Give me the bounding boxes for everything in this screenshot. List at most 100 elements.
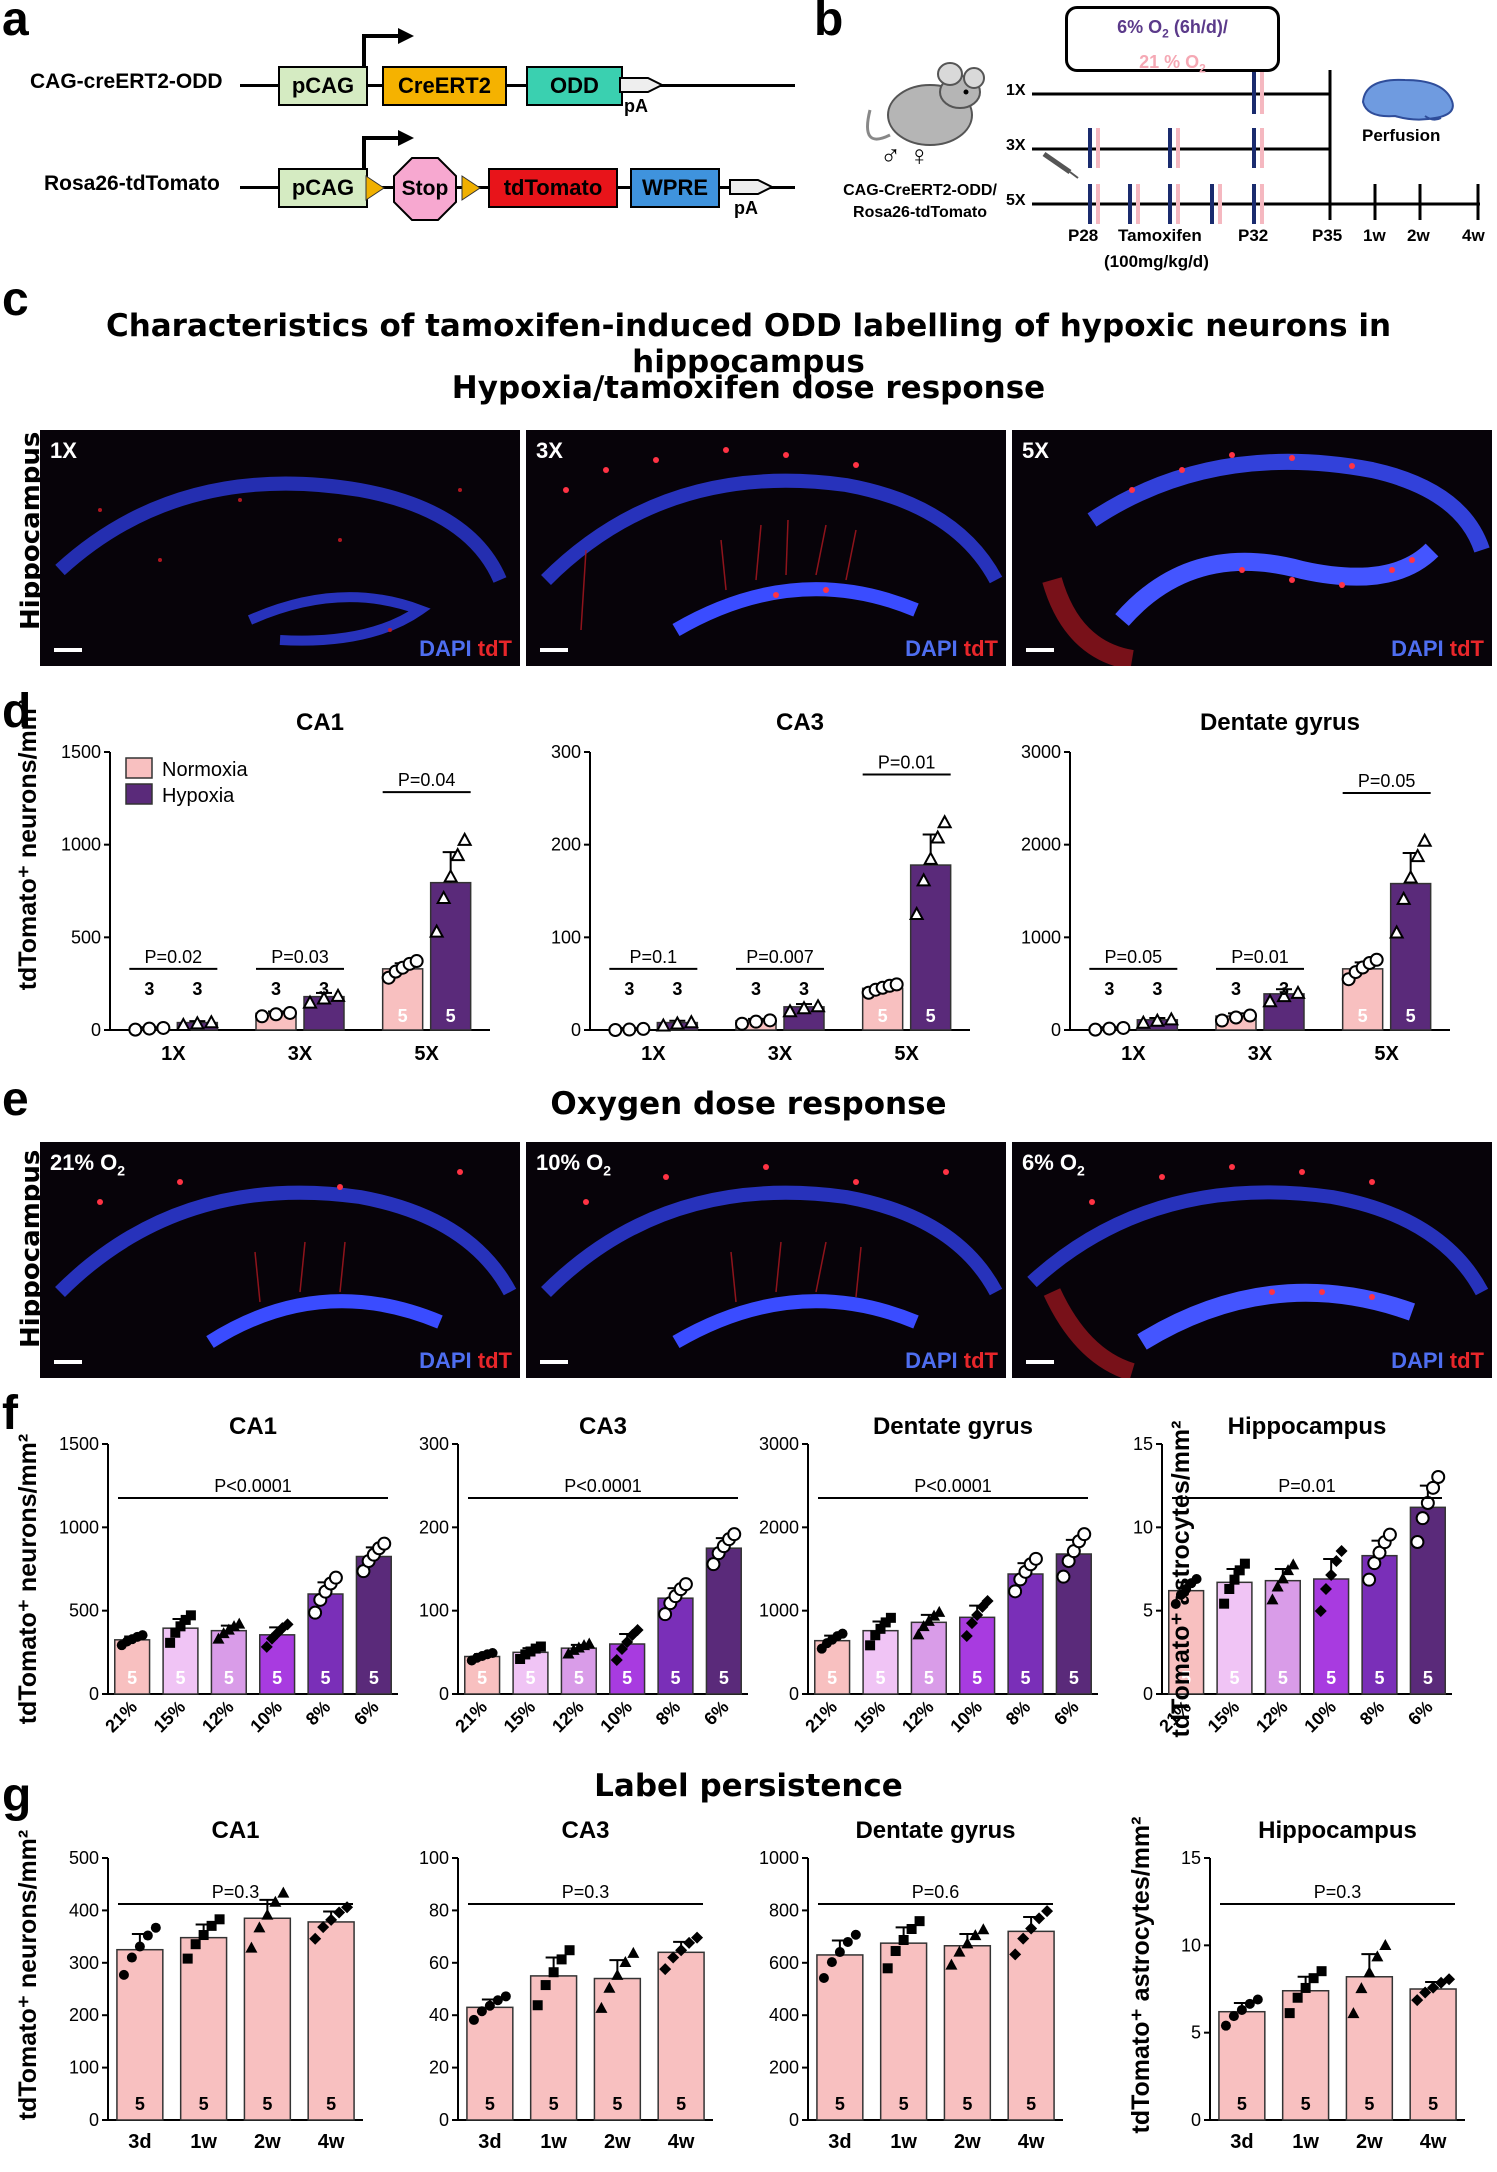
- perfusion-label: Perfusion: [1362, 126, 1441, 145]
- f3-point: [1271, 1580, 1284, 1592]
- g1-point: [627, 1946, 640, 1958]
- d1-point: [929, 829, 946, 844]
- g2-point: [818, 1972, 829, 1983]
- construct-line-1: [240, 84, 795, 87]
- panel-letter-a: a: [2, 0, 29, 46]
- f1-point: [621, 1636, 634, 1648]
- micrograph-label-5x: 5X: [1022, 438, 1049, 463]
- d0-point: [435, 889, 452, 904]
- f3-n-label: 5: [1423, 1668, 1433, 1688]
- f2-point: [885, 1612, 896, 1623]
- g1-ytick-label: 0: [439, 2110, 449, 2130]
- g3-point: [1371, 1950, 1384, 1962]
- f2-point: [933, 1605, 946, 1617]
- f3-point: [1191, 1574, 1202, 1584]
- d0-n-label: 5: [398, 1006, 408, 1026]
- f0-point: [260, 1640, 273, 1653]
- g3-point: [1316, 1966, 1327, 1977]
- panel-letter-f: f: [2, 1387, 18, 1440]
- d2-point: [1088, 1022, 1103, 1037]
- d1-point: [749, 1014, 763, 1029]
- g3-n-label: 5: [1428, 2094, 1438, 2114]
- g1-point: [540, 1980, 551, 1991]
- d2-point: [1416, 832, 1433, 847]
- f3-point: [1229, 1574, 1240, 1585]
- d2-point: [1369, 952, 1384, 967]
- g0-point: [333, 1906, 346, 1919]
- d1-point: [922, 850, 939, 865]
- d2-point: [1388, 924, 1405, 939]
- f3-pvalue: P=0.01: [1278, 1476, 1336, 1496]
- f0-point: [308, 1605, 323, 1620]
- g0-point: [150, 1922, 161, 1933]
- g2-point: [1041, 1905, 1054, 1918]
- g2-point: [977, 1923, 990, 1935]
- d1-n-label: 3: [751, 979, 761, 999]
- mouse-strain-1: CAG-CreERT2-ODD/: [843, 182, 997, 199]
- g3-point: [1308, 1973, 1319, 1984]
- f3-point: [1170, 1599, 1181, 1609]
- timeline-row-3x: 3X: [1006, 137, 1026, 154]
- micrograph-label-6pct: 6% O2: [1022, 1150, 1085, 1179]
- scale-bar-1x: [54, 648, 82, 652]
- d0-point: [156, 1020, 171, 1035]
- g0-xtick-label: 4w: [318, 2131, 345, 2153]
- f3-point: [1330, 1555, 1343, 1567]
- g2-point: [969, 1929, 982, 1941]
- g0-title: CA1: [211, 1817, 259, 1844]
- title-label-persistence: Label persistence: [594, 1768, 903, 1804]
- g2-bar: [943, 1945, 992, 2121]
- g0-point: [277, 1886, 290, 1898]
- g2-point: [1025, 1922, 1038, 1935]
- g1-ytick-label: 60: [429, 1953, 449, 1973]
- d1-n-label: 3: [672, 979, 682, 999]
- g2-bar: [1007, 1930, 1055, 2121]
- panel-d-charts: CA1 0 500 1000 1500 1X P=0.02 3 3 3X P=0.03 3 3 5X 5 5 P…: [0, 690, 1497, 1090]
- f0-point: [233, 1617, 246, 1629]
- f3-n-label: 5: [1278, 1668, 1288, 1688]
- g1-bar: [529, 1975, 578, 2121]
- f2-n-label: 5: [924, 1668, 934, 1688]
- f0-pvalue: P<0.0001: [214, 1476, 292, 1496]
- g0-point: [206, 1920, 217, 1931]
- main-title: Characteristics of tamoxifen-induced ODD…: [105, 308, 1392, 380]
- d1-n-label: 3: [624, 979, 634, 999]
- d2-pvalue: P=0.05: [1358, 771, 1416, 791]
- d2-point: [1135, 1014, 1152, 1029]
- loxp-triangle-1: [365, 175, 385, 201]
- f3-point: [1362, 1572, 1377, 1587]
- f3-point: [1266, 1593, 1279, 1605]
- g1-point: [675, 1944, 688, 1957]
- g2-point: [961, 1937, 974, 1949]
- f0-n-label: 5: [127, 1668, 137, 1688]
- g1-ytick-label: 80: [429, 1900, 449, 1920]
- f3-point: [1234, 1565, 1245, 1576]
- d1-ytick-label: 300: [551, 742, 581, 762]
- f3-point: [1287, 1558, 1300, 1570]
- f2-point: [928, 1609, 941, 1621]
- g2-n-label: 5: [835, 2094, 845, 2114]
- g2-point: [953, 1945, 966, 1957]
- d1-ytick-label: 200: [551, 835, 581, 855]
- d0-n-label: 3: [319, 979, 329, 999]
- f1-point: [487, 1648, 498, 1658]
- f1-pvalue: P<0.0001: [564, 1476, 642, 1496]
- g3-point: [1363, 1966, 1376, 1978]
- f0-point: [281, 1618, 294, 1631]
- d2-ytick-label: 1000: [1021, 927, 1061, 947]
- ylabel-f-neurons: tdTomato⁺ neurons/mm²: [14, 1433, 42, 1725]
- f1-point: [535, 1641, 546, 1652]
- d1-n-label: 3: [799, 979, 809, 999]
- f1-n-label: 5: [477, 1668, 487, 1688]
- d2-n-label: 3: [1104, 979, 1114, 999]
- panel-letter-b: b: [814, 0, 844, 46]
- g2-point: [850, 1929, 861, 1940]
- scale-bar-3x: [540, 648, 568, 652]
- g3-point: [1252, 1994, 1263, 2005]
- g2-point: [890, 1946, 901, 1957]
- d2-title: Dentate gyrus: [1200, 709, 1360, 736]
- brain-icon: [1361, 78, 1454, 121]
- g2-xtick-label: 1w: [890, 2131, 917, 2153]
- f2-xtick-label: 6%: [1050, 1697, 1083, 1730]
- g3-point: [1411, 1994, 1424, 2007]
